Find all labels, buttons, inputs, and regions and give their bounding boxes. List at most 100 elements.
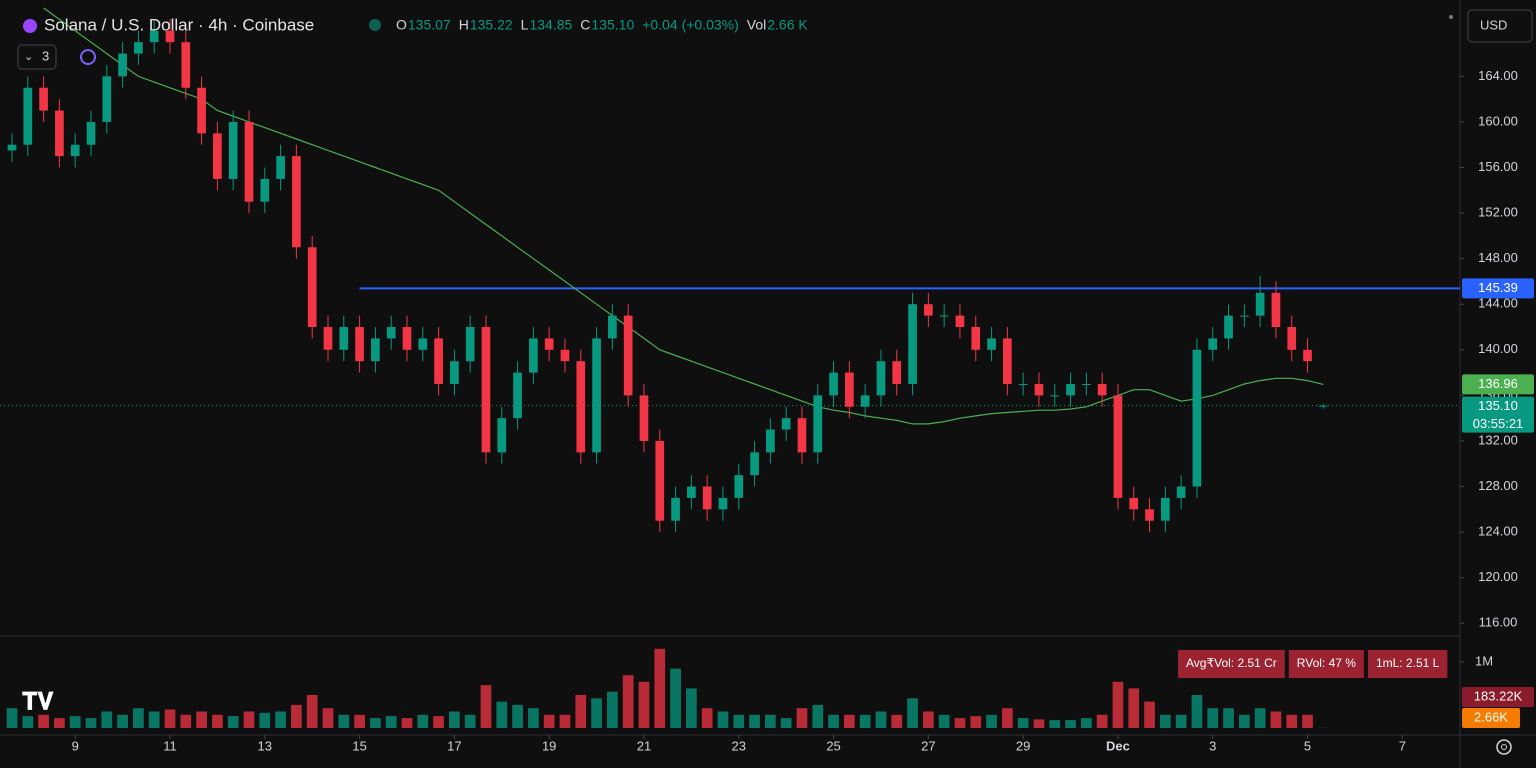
volume-bar xyxy=(717,711,729,728)
volume-bar xyxy=(354,714,365,728)
volume-bar xyxy=(117,714,128,728)
volume-bar xyxy=(1081,718,1092,728)
y-tick-label: 132.00 xyxy=(1478,432,1518,447)
volume-bar xyxy=(1302,714,1313,728)
candle-body xyxy=(955,315,965,328)
volume-bar xyxy=(575,695,587,728)
candle-body xyxy=(529,338,538,373)
candle-body xyxy=(813,395,823,453)
volume-bar xyxy=(654,648,666,728)
countdown: 03:55:21 xyxy=(1473,416,1524,431)
volume-bar xyxy=(1270,711,1282,728)
volume-bar xyxy=(480,685,492,728)
y-tick-label: 116.00 xyxy=(1479,615,1518,630)
indicator-toggle[interactable] xyxy=(17,44,57,70)
volume-bar xyxy=(765,714,776,728)
volume-bar xyxy=(812,704,824,728)
volume-bar xyxy=(1160,714,1171,728)
candle-body xyxy=(608,315,617,339)
header-key: C xyxy=(580,17,590,33)
candle-body xyxy=(181,42,191,88)
volume-bar xyxy=(1065,720,1076,728)
volume-label: 183.22K xyxy=(1474,688,1523,703)
candle-body xyxy=(402,327,412,350)
x-tick-label: 5 xyxy=(1304,738,1311,753)
candle-body xyxy=(292,156,301,248)
volume-bar xyxy=(291,704,302,728)
volume-bar xyxy=(164,709,176,728)
logo: 𝐓𝐕 xyxy=(22,688,54,715)
settings-icon[interactable] xyxy=(1496,739,1512,755)
volume-label-box xyxy=(1462,687,1534,707)
sync-icon[interactable] xyxy=(80,49,96,65)
candle-body xyxy=(339,327,349,350)
volume-bar xyxy=(891,714,903,728)
volume-bar xyxy=(1175,714,1187,728)
last-price-label: 135.10 xyxy=(1478,398,1518,413)
volume-bar xyxy=(22,716,34,728)
candle-body xyxy=(1161,497,1170,521)
volume-bar xyxy=(1144,701,1155,728)
volume-bar xyxy=(417,714,429,728)
volume-label-box xyxy=(1462,708,1520,728)
volume-bar xyxy=(338,714,350,728)
volume-bar xyxy=(859,714,871,728)
candle-body xyxy=(86,121,96,145)
indicator-count: 3 xyxy=(42,48,49,63)
candle-body xyxy=(1271,292,1281,328)
y-tick-label: 156.00 xyxy=(1478,159,1518,174)
badge: Avg₹Vol: 2.51 Cr xyxy=(1186,656,1277,670)
volume-bar xyxy=(1128,688,1140,728)
volume-bar xyxy=(1112,681,1124,728)
volume-bar xyxy=(670,668,681,728)
badge-box xyxy=(1288,650,1364,678)
candle-body xyxy=(7,144,17,151)
candle-body xyxy=(1318,405,1328,407)
volume-bar xyxy=(6,708,18,728)
candle-body xyxy=(1034,383,1044,396)
currency-label: USD xyxy=(1480,17,1507,32)
candle-body xyxy=(845,372,854,407)
header-value: 134.85 xyxy=(529,17,572,33)
candle-body xyxy=(1303,349,1312,362)
candle-body xyxy=(244,121,254,202)
volume-bar xyxy=(543,714,555,728)
x-tick-label: 23 xyxy=(732,738,746,753)
chevron: ⌄ xyxy=(24,51,33,63)
volume-bar xyxy=(133,708,144,728)
header-value: 135.10 xyxy=(591,17,634,33)
hline-label: 145.39 xyxy=(1478,280,1518,295)
candle-body xyxy=(1113,395,1123,498)
volume-bar xyxy=(923,711,934,728)
volume-bar xyxy=(85,718,97,728)
candle-body xyxy=(876,361,886,396)
candle-body xyxy=(102,76,112,122)
candle-body xyxy=(908,304,917,384)
volume-bar xyxy=(701,708,713,728)
volume-bar xyxy=(496,701,508,728)
candle-body xyxy=(1050,395,1060,397)
x-tick-label: 27 xyxy=(921,738,935,753)
candle-body xyxy=(323,327,333,350)
currency-button[interactable] xyxy=(1467,9,1533,43)
candle-body xyxy=(939,315,949,317)
candle-body xyxy=(924,304,933,316)
volume-bar xyxy=(1238,714,1250,728)
candle-body xyxy=(623,315,633,396)
candle-body xyxy=(687,486,696,498)
volume-bar xyxy=(449,711,460,728)
candle-body xyxy=(228,121,238,179)
volume-bar xyxy=(1096,714,1108,728)
candle-body xyxy=(1224,315,1233,339)
market-status xyxy=(369,19,381,31)
volume-bar xyxy=(828,714,839,728)
candle-body xyxy=(718,497,728,510)
volume-bar xyxy=(38,714,49,728)
badge: 1mL: 2.51 L xyxy=(1376,656,1440,670)
candle-body xyxy=(434,338,443,384)
candle-body xyxy=(307,247,317,328)
chart-title: Solana / U.S. Dollar · 4h · Coinbase xyxy=(44,15,314,34)
candle-body xyxy=(1066,383,1075,396)
header-value: 135.07 xyxy=(408,17,451,33)
